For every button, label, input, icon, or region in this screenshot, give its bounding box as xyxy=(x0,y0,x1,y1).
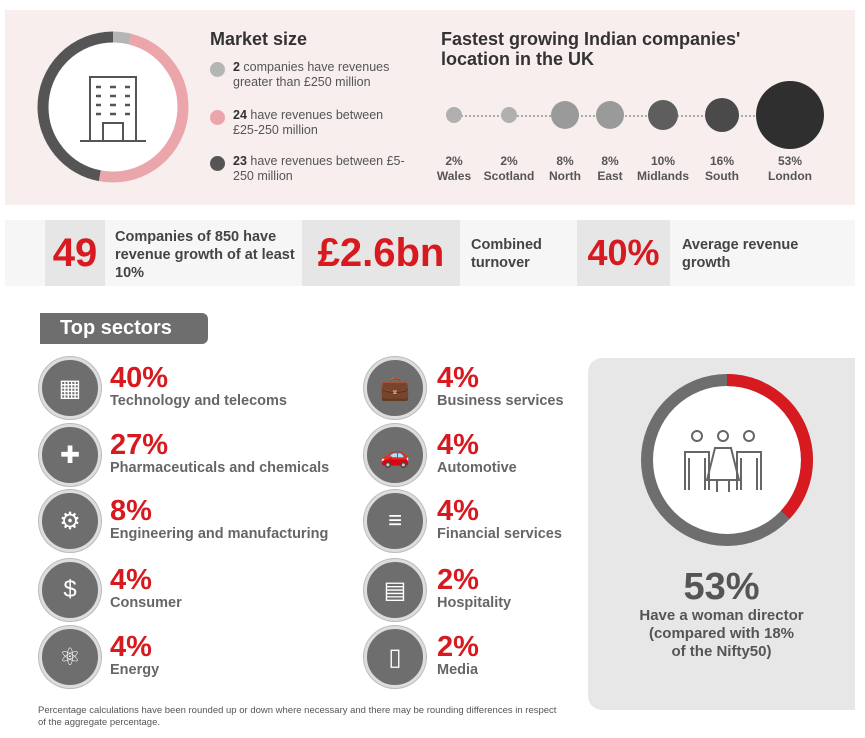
top-sectors-heading: Top sectors xyxy=(40,313,208,344)
location-label: 8% East xyxy=(597,154,623,183)
legend-dot-icon xyxy=(210,110,225,125)
sector-label: Energy xyxy=(110,662,160,678)
sector-percent: 40% xyxy=(110,362,169,394)
sector-percent: 4% xyxy=(437,495,479,527)
sector-label: Media xyxy=(437,662,479,678)
legend-dot-icon xyxy=(210,62,225,77)
woman-director-value: 53% xyxy=(683,566,760,608)
sector-percent: 8% xyxy=(110,495,152,527)
woman-director-ring xyxy=(641,374,813,546)
market-size-donut xyxy=(37,31,189,183)
location-label: 53% London xyxy=(768,154,812,183)
coins-hand-icon: ≡ xyxy=(364,490,426,552)
location-bubble-east xyxy=(596,101,624,129)
market-size-title: Market size xyxy=(210,29,308,49)
briefcase-icon: 💼 xyxy=(364,357,426,419)
legend-text: 24 have revenues between £25-250 million xyxy=(233,108,384,137)
location-bubble-wales xyxy=(446,107,462,123)
sector-label: Pharmaceuticals and chemicals xyxy=(110,460,330,476)
sector-percent: 4% xyxy=(110,631,152,663)
sector-item: 4% Consumer xyxy=(110,565,182,612)
sector-item: 8% Engineering and manufacturing xyxy=(110,496,328,543)
sector-percent: 2% xyxy=(437,564,479,596)
medical-cross-icon: ✚ xyxy=(39,424,101,486)
circuit-icon: ▦ xyxy=(39,357,101,419)
location-label: 16% South xyxy=(705,154,739,183)
location-bubble-london xyxy=(756,81,824,149)
sector-item: 40% Technology and telecoms xyxy=(110,363,287,410)
stat-value-growth: 40% xyxy=(577,220,670,286)
location-bubble-south xyxy=(705,98,739,132)
stat-label-companies: Companies of 850 have revenue growth of … xyxy=(115,229,295,281)
gear-icon: ⚙ xyxy=(39,490,101,552)
market-size-legend-item: 23 have revenues between £5-250 million xyxy=(210,154,410,184)
sector-label: Consumer xyxy=(110,595,182,611)
sector-label: Technology and telecoms xyxy=(110,393,287,409)
sector-percent: 4% xyxy=(437,429,479,461)
atom-icon: ⚛ xyxy=(39,626,101,688)
legend-text: 23 have revenues between £5-250 million xyxy=(233,154,405,183)
sector-percent: 4% xyxy=(437,362,479,394)
people-icon xyxy=(684,430,762,492)
sector-item: 4% Financial services xyxy=(437,496,562,543)
sector-label: Business services xyxy=(437,393,564,409)
sector-item: 2% Media xyxy=(437,632,479,679)
location-label: 2% Scotland xyxy=(483,154,535,183)
sector-item: 2% Hospitality xyxy=(437,565,511,612)
location-label: 2% Wales xyxy=(436,154,472,183)
sector-label: Automotive xyxy=(437,460,517,476)
donut-segment xyxy=(37,31,189,183)
market-size-legend-item: 2 companies have revenues greater than £… xyxy=(210,60,410,90)
locations-title: Fastest growing Indian companies' locati… xyxy=(441,29,741,69)
sector-label: Financial services xyxy=(437,526,562,542)
sector-percent: 4% xyxy=(110,564,152,596)
stat-value-turnover: £2.6bn xyxy=(302,220,460,286)
sector-label: Hospitality xyxy=(437,595,512,611)
money-hand-icon: $ xyxy=(39,559,101,621)
donut-segment xyxy=(37,31,189,183)
stat-label-growth: Average revenue growth xyxy=(682,237,799,271)
sector-percent: 2% xyxy=(437,631,479,663)
sector-percent: 27% xyxy=(110,429,169,461)
sector-item: 4% Automotive xyxy=(437,430,517,477)
legend-text: 2 companies have revenues greater than £… xyxy=(233,60,390,89)
woman-director-line2: (compared with 18% xyxy=(648,625,795,642)
sector-label: Engineering and manufacturing xyxy=(110,526,329,542)
woman-director-text: 53% Have a woman director (compared with… xyxy=(588,567,855,661)
location-label: 8% North xyxy=(549,154,581,183)
stat-label-turnover: Combined turnover xyxy=(471,237,542,271)
car-icon: 🚗 xyxy=(364,424,426,486)
location-label: 10% Midlands xyxy=(636,154,690,183)
legend-dot-icon xyxy=(210,156,225,171)
footnote: Percentage calculations have been rounde… xyxy=(38,705,557,728)
location-bubble-scotland xyxy=(501,107,517,123)
stat-value-companies: 49 xyxy=(45,220,105,286)
sector-item: 4% Energy xyxy=(110,632,159,679)
market-size-legend-item: 24 have revenues between £25-250 million xyxy=(210,108,410,138)
woman-director-line1: Have a woman director xyxy=(639,607,804,624)
sector-item: 27% Pharmaceuticals and chemicals xyxy=(110,430,329,477)
building-icon xyxy=(80,76,146,142)
sector-item: 4% Business services xyxy=(437,363,564,410)
location-bubble-midlands xyxy=(648,100,678,130)
woman-director-line3: of the Nifty50) xyxy=(671,643,772,660)
location-bubble-north xyxy=(551,101,579,129)
building-icon: ▤ xyxy=(364,559,426,621)
tablet-icon: ▯ xyxy=(364,626,426,688)
